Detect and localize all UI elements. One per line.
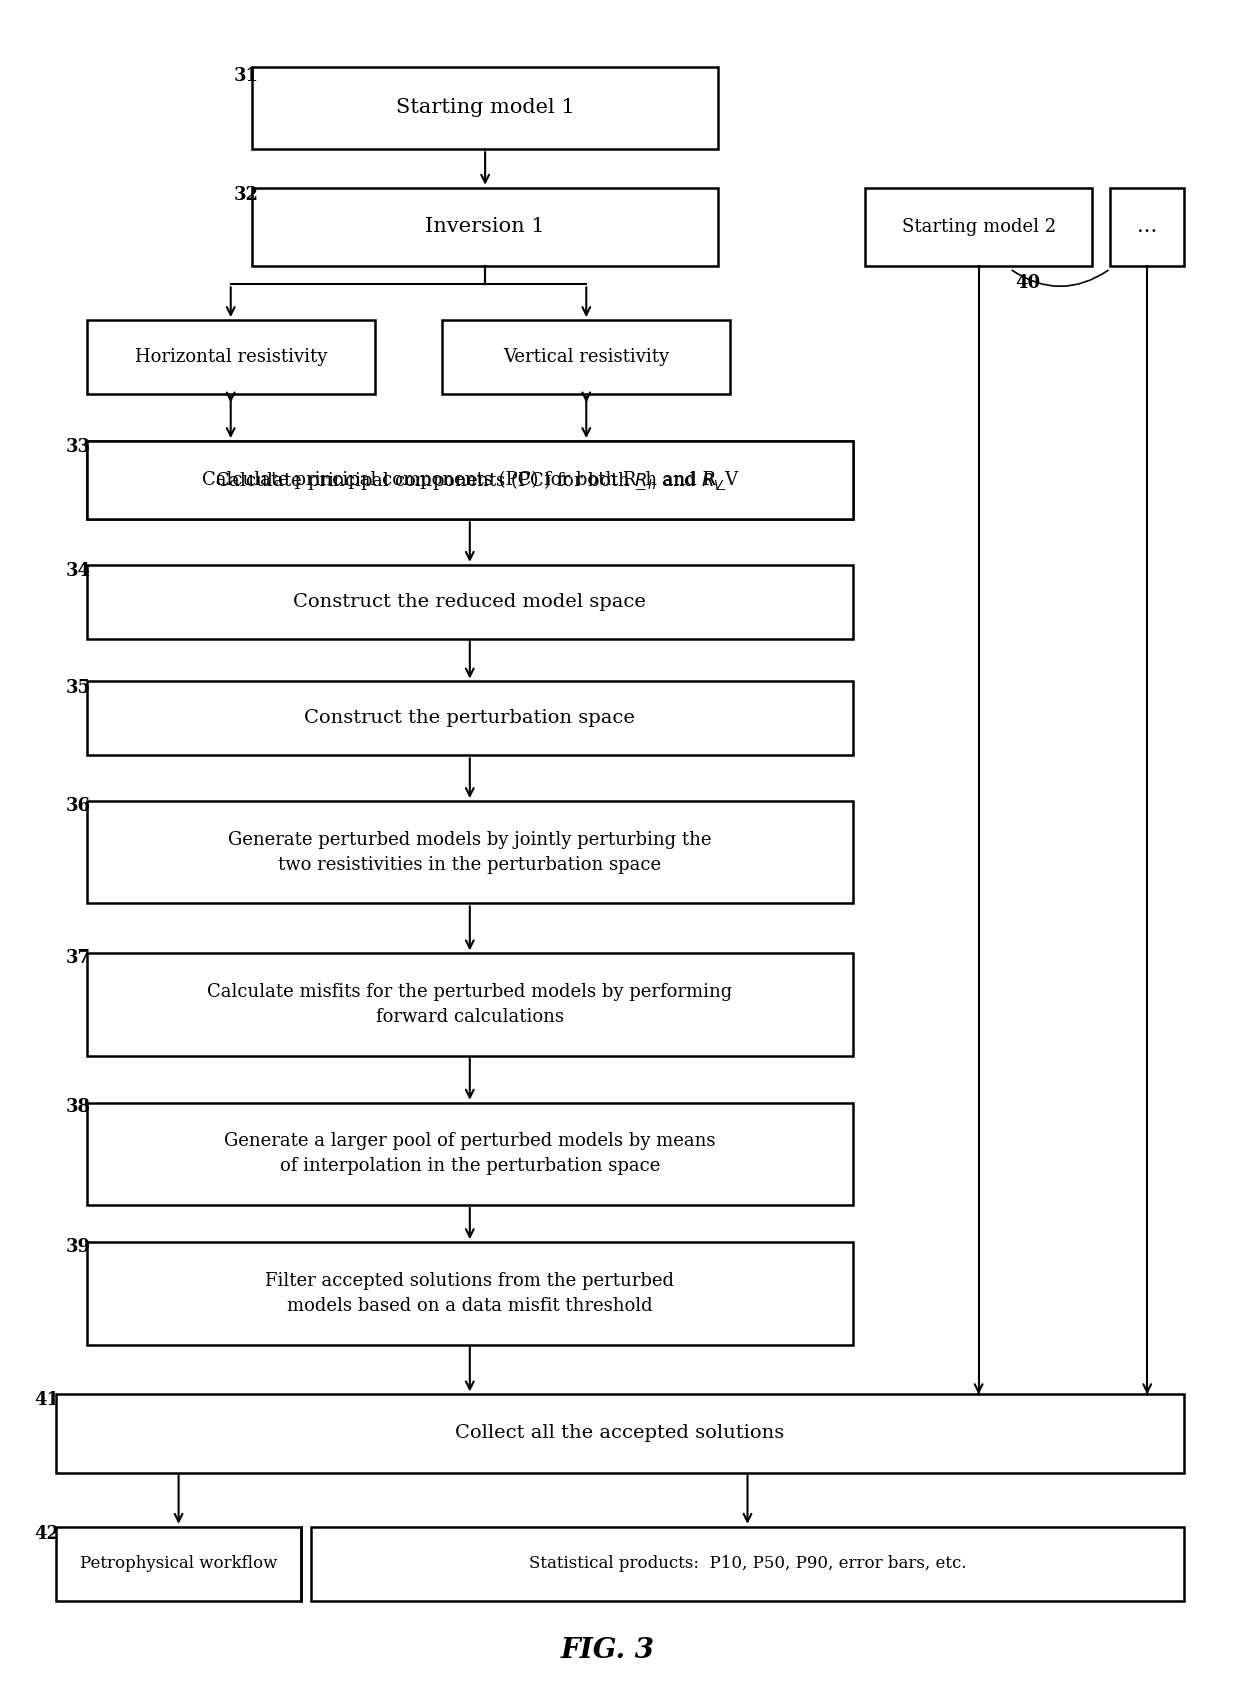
Text: Vertical resistivity: Vertical resistivity (503, 349, 670, 366)
FancyBboxPatch shape (866, 188, 1092, 266)
FancyBboxPatch shape (87, 440, 853, 520)
Text: Filter accepted solutions from the perturbed
models based on a data misfit thres: Filter accepted solutions from the pertu… (265, 1271, 675, 1315)
FancyBboxPatch shape (87, 1102, 853, 1205)
Text: Construct the reduced model space: Construct the reduced model space (294, 593, 646, 611)
Text: 32: 32 (233, 186, 258, 205)
FancyBboxPatch shape (56, 1395, 1184, 1473)
FancyBboxPatch shape (443, 320, 730, 394)
FancyBboxPatch shape (311, 1527, 1184, 1600)
FancyBboxPatch shape (87, 1243, 853, 1344)
Text: 31: 31 (233, 66, 258, 85)
Text: 33: 33 (66, 438, 91, 455)
Text: 35: 35 (66, 679, 91, 696)
Text: 40: 40 (1014, 274, 1040, 293)
Text: FIG. 3: FIG. 3 (560, 1637, 655, 1664)
Text: Petrophysical workflow: Petrophysical workflow (79, 1556, 278, 1573)
Text: Starting model 2: Starting model 2 (901, 218, 1055, 235)
Text: 34: 34 (66, 562, 91, 581)
Text: Construct the perturbation space: Construct the perturbation space (304, 709, 635, 728)
Text: 41: 41 (35, 1392, 60, 1410)
FancyBboxPatch shape (87, 565, 853, 638)
Text: Generate a larger pool of perturbed models by means
of interpolation in the pert: Generate a larger pool of perturbed mode… (224, 1133, 715, 1175)
FancyBboxPatch shape (1111, 188, 1184, 266)
Text: Calculate principal components (PC) for both $R_h$ and $R_V$: Calculate principal components (PC) for … (215, 469, 725, 491)
FancyBboxPatch shape (87, 801, 853, 904)
Text: Generate perturbed models by jointly perturbing the
two resistivities in the per: Generate perturbed models by jointly per… (228, 831, 712, 874)
Text: 37: 37 (66, 950, 91, 967)
Text: Calculate principal components (PC) for both R_h and R_V: Calculate principal components (PC) for … (202, 471, 738, 489)
Text: Horizontal resistivity: Horizontal resistivity (134, 349, 327, 366)
Text: 36: 36 (66, 797, 91, 814)
Text: 42: 42 (35, 1525, 60, 1544)
FancyBboxPatch shape (56, 1527, 301, 1600)
Text: Statistical products:  P10, P50, P90, error bars, etc.: Statistical products: P10, P50, P90, err… (528, 1556, 966, 1573)
Text: Calculate misfits for the perturbed models by performing
forward calculations: Calculate misfits for the perturbed mode… (207, 984, 733, 1026)
Text: Inversion 1: Inversion 1 (425, 217, 544, 237)
Text: 38: 38 (66, 1099, 91, 1116)
Text: Starting model 1: Starting model 1 (396, 98, 574, 117)
FancyBboxPatch shape (87, 440, 853, 520)
FancyBboxPatch shape (87, 320, 374, 394)
FancyBboxPatch shape (252, 188, 718, 266)
FancyBboxPatch shape (252, 66, 718, 149)
FancyBboxPatch shape (87, 953, 853, 1056)
Text: 39: 39 (66, 1238, 91, 1256)
FancyBboxPatch shape (87, 682, 853, 755)
Text: Collect all the accepted solutions: Collect all the accepted solutions (455, 1424, 785, 1442)
Text: ...: ... (1137, 217, 1157, 237)
